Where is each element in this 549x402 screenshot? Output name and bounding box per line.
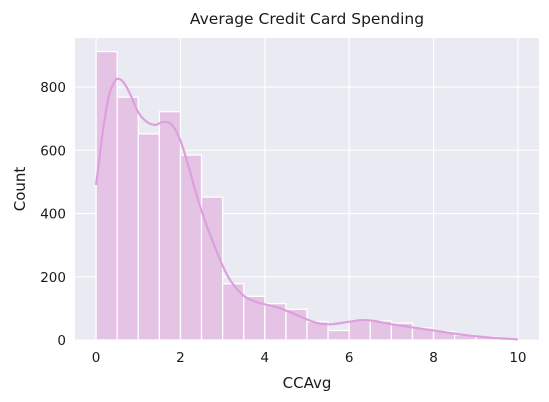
x-tick-label: 0 <box>92 350 101 366</box>
histogram-bar <box>116 96 139 341</box>
x-tick-label: 4 <box>261 350 270 366</box>
x-tick-label: 6 <box>345 350 354 366</box>
y-tick-label: 600 <box>40 143 66 159</box>
x-tick-label: 10 <box>509 350 526 366</box>
y-tick-label: 800 <box>40 80 66 96</box>
y-tick-label: 400 <box>40 207 66 223</box>
histogram-bars <box>95 50 519 341</box>
x-tick-labels: 0 2 4 6 8 10 <box>92 350 527 366</box>
histogram-bar <box>95 50 118 341</box>
y-axis-label: Count <box>11 167 29 212</box>
chart-title: Average Credit Card Spending <box>190 10 424 28</box>
x-axis-label: CCAvg <box>283 374 332 392</box>
kde-curve <box>94 77 518 341</box>
histogram-bar <box>327 329 350 341</box>
y-tick-label: 0 <box>57 333 66 349</box>
histogram-bar <box>200 196 224 341</box>
histogram-bar <box>137 133 161 341</box>
histogram-bar <box>179 154 203 341</box>
x-tick-label: 2 <box>176 350 185 366</box>
histogram-bar <box>348 319 371 341</box>
y-tick-labels: 0 200 400 600 800 <box>40 80 66 349</box>
y-tick-label: 200 <box>40 270 66 286</box>
x-tick-label: 8 <box>429 350 438 366</box>
histogram-bar <box>158 111 182 341</box>
